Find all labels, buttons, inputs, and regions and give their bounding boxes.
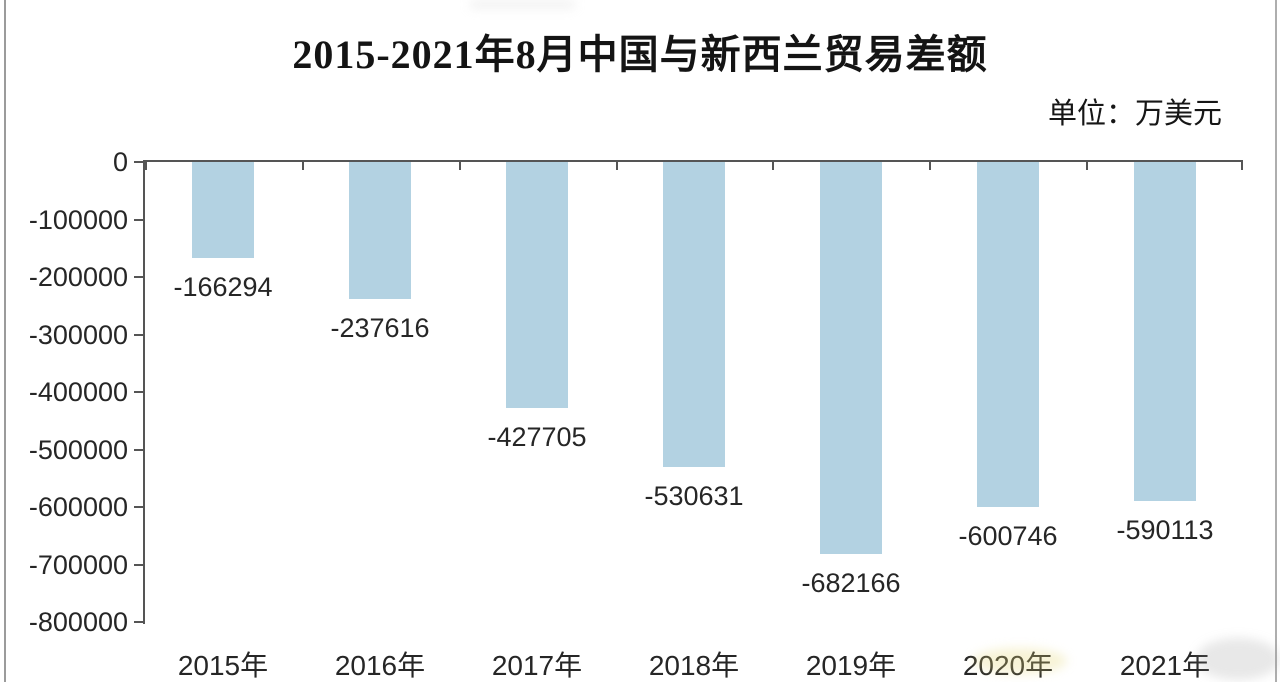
bar xyxy=(1134,162,1196,501)
zero-baseline xyxy=(143,160,1243,162)
bar xyxy=(349,162,411,299)
y-axis-tick xyxy=(134,161,143,163)
bar-value-label: -600746 xyxy=(958,521,1058,551)
y-axis-line xyxy=(143,160,145,624)
x-axis-category-label: 2020年 xyxy=(962,650,1054,681)
x-axis-category-label: 2018年 xyxy=(648,650,740,681)
x-axis-tick xyxy=(1241,162,1243,170)
x-axis-tick xyxy=(929,162,931,170)
x-axis-category-label: 2017年 xyxy=(491,650,583,681)
x-axis-category-label: 2019年 xyxy=(805,650,897,681)
y-axis-tick-label: -500000 xyxy=(28,434,128,465)
bar xyxy=(663,162,725,467)
bar xyxy=(977,162,1039,507)
y-axis-tick-label: -400000 xyxy=(28,377,128,407)
bar-value-label: -237616 xyxy=(330,313,430,343)
y-axis-tick-label: -700000 xyxy=(28,549,128,580)
plot-area: 0 -100000 -200000 -300000 -400000 -500000 -600… xyxy=(29,147,1243,681)
right-frame-border xyxy=(1275,0,1277,682)
bar-value-label: -166294 xyxy=(173,272,273,302)
x-axis-tick xyxy=(616,162,618,170)
y-axis-tick xyxy=(134,621,143,623)
y-axis-tick xyxy=(134,506,143,508)
x-axis-category-label: 2021年 xyxy=(1119,650,1211,681)
y-axis-tick-label: -100000 xyxy=(28,204,128,235)
y-axis-tick xyxy=(134,448,143,451)
left-frame-border xyxy=(4,0,6,682)
y-axis-tick-label: -600000 xyxy=(28,492,128,522)
x-axis-tick xyxy=(302,162,304,170)
chart-title: 2015-2021年8月中国与新西兰贸易差额 xyxy=(292,32,988,77)
y-axis-tick-label: -800000 xyxy=(28,607,128,637)
x-axis-category-label: 2016年 xyxy=(334,650,426,681)
watermark-smudge-top xyxy=(470,0,575,9)
y-axis-tick xyxy=(134,276,143,278)
y-axis-tick-label: -200000 xyxy=(28,262,128,292)
bar-value-label: -427705 xyxy=(487,422,587,452)
y-axis-tick xyxy=(134,218,143,221)
y-axis-tick xyxy=(134,391,143,393)
unit-label: 单位：万美元 xyxy=(1047,98,1222,130)
x-axis-tick xyxy=(459,162,461,170)
bar xyxy=(506,162,568,408)
y-axis-tick-label: -300000 xyxy=(28,319,128,350)
bar-value-label: -590113 xyxy=(1116,515,1214,545)
bar-value-label: -530631 xyxy=(644,481,744,511)
y-axis-tick-label: 0 xyxy=(112,147,128,177)
x-axis-tick xyxy=(145,162,147,170)
y-axis-tick xyxy=(134,333,143,336)
bar xyxy=(192,162,254,258)
bar xyxy=(820,162,882,554)
x-axis-category-label: 2015年 xyxy=(177,650,269,681)
bar-value-label: -682166 xyxy=(801,568,901,598)
x-axis-tick xyxy=(772,162,774,170)
x-axis-tick xyxy=(1086,162,1088,170)
y-axis-tick xyxy=(134,563,143,566)
